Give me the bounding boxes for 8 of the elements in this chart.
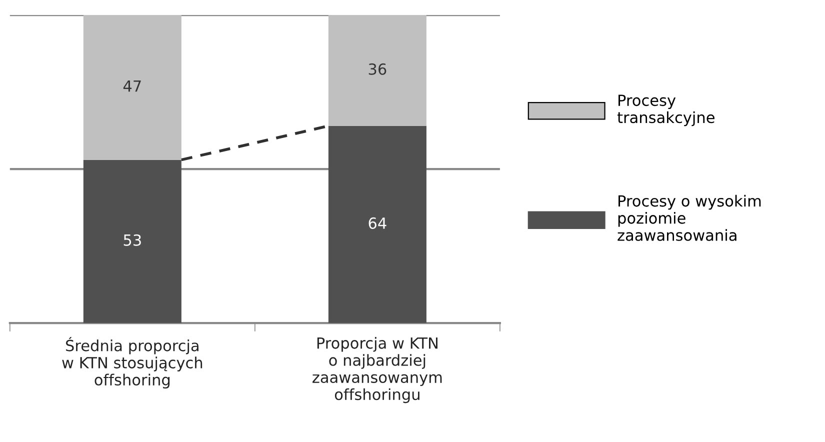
legend-label: Procesy o wysokim poziomie zaawansowania <box>618 194 761 241</box>
data-label: 53 <box>124 234 141 246</box>
data-label: 36 <box>368 63 386 75</box>
data-label: 64 <box>368 217 386 229</box>
data-label: 47 <box>123 80 141 92</box>
x-tick-label: Średnia proporcja w KTN stosujących offshoring <box>62 336 202 389</box>
legend-label: Procesy transakcyjne <box>617 94 714 126</box>
x-tick-label: Proporcja w KTN o najbardziej zaawansowanym offshoringu <box>312 336 442 404</box>
